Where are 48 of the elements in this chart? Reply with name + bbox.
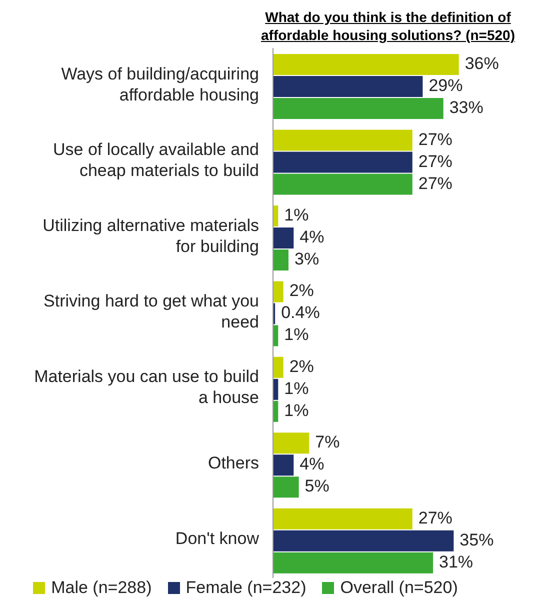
y-tick-label: Use of locally available and cheap materials to build (52, 140, 259, 181)
data-label: 31% (439, 552, 474, 572)
data-label: 4% (300, 227, 324, 246)
data-label: 27% (418, 174, 452, 193)
bar (273, 76, 423, 98)
y-tick-label: Striving hard to get what you need (44, 292, 259, 332)
data-label: 35% (460, 530, 494, 550)
bar (273, 476, 299, 498)
y-tick-label: Utilizing alternative materials for building (42, 216, 259, 256)
data-label: 27% (418, 152, 452, 171)
data-label: 5% (304, 476, 330, 496)
bar (273, 432, 310, 454)
legend-label: Female (n=232) (184, 578, 306, 598)
data-label: 0.4% (281, 303, 320, 322)
y-tick-label: Ways of building/acquiring affordable housing (61, 64, 259, 105)
bar (273, 174, 412, 195)
bar (273, 552, 434, 574)
data-label: 36% (464, 54, 499, 74)
data-label: 27% (418, 508, 452, 528)
data-label: 1% (284, 205, 309, 224)
data-label: 27% (418, 130, 452, 149)
data-label: 1% (284, 400, 309, 420)
data-label: 2% (289, 281, 314, 300)
data-label: 1% (284, 378, 309, 398)
legend-label: Overall (n=520) (339, 578, 458, 598)
bar (273, 130, 412, 151)
data-label: 1% (284, 325, 309, 344)
data-label: 33% (449, 98, 484, 118)
data-label: 2% (289, 356, 314, 376)
bar (273, 281, 284, 302)
data-label: 7% (315, 432, 340, 452)
bar (273, 356, 284, 378)
data-label: 29% (428, 76, 463, 96)
bar (273, 530, 454, 552)
y-tick-label: Don't know (175, 530, 260, 549)
legend-label: Male (n=288) (50, 578, 152, 598)
chart-title: What do you think is the definition of affordable housing solutions? (n=520) (260, 8, 516, 44)
bar (273, 98, 444, 120)
bar (273, 54, 459, 76)
y-tick-label: Materials you can use to build a house (34, 368, 259, 408)
bar (273, 152, 412, 173)
bar (273, 454, 294, 476)
data-label: 3% (294, 249, 320, 268)
data-label: 4% (300, 454, 324, 474)
bar (273, 227, 294, 248)
bar (273, 249, 288, 270)
bar (273, 508, 412, 530)
y-tick-label: Others (208, 454, 259, 473)
